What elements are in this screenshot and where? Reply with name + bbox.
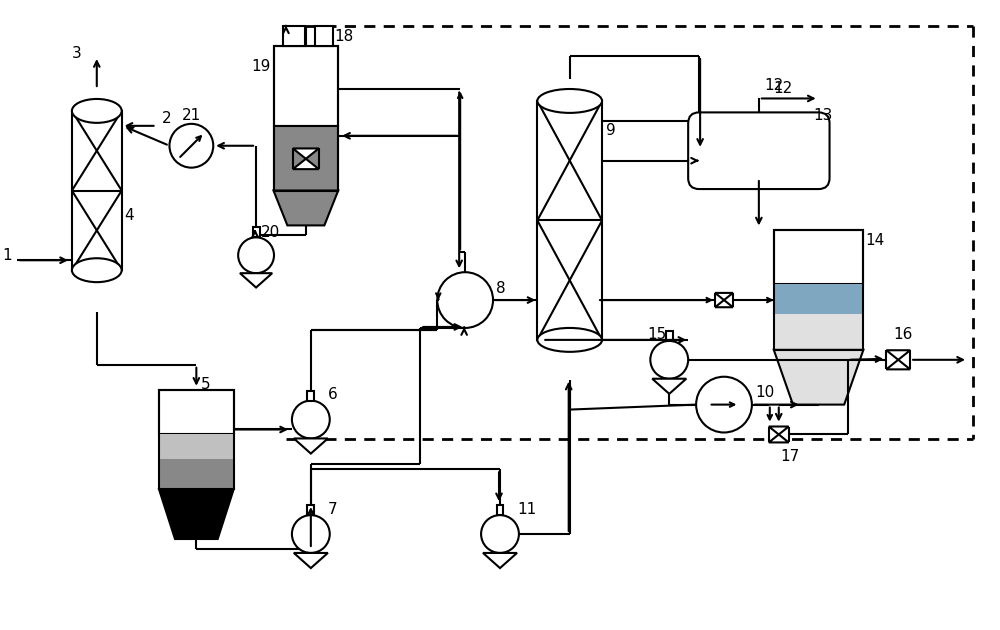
Polygon shape [294, 553, 328, 568]
Text: 15: 15 [647, 328, 667, 343]
Bar [774, 314, 863, 350]
Bar [159, 459, 234, 490]
Polygon shape [483, 553, 517, 568]
Bar [666, 331, 673, 341]
Bar [72, 111, 122, 270]
Text: 9: 9 [606, 123, 616, 139]
Text: 2: 2 [161, 112, 171, 127]
Polygon shape [240, 273, 272, 287]
Text: 5: 5 [201, 377, 211, 392]
Polygon shape [769, 427, 789, 435]
Bar [774, 231, 863, 284]
Text: 1: 1 [3, 248, 12, 263]
Text: 3: 3 [72, 45, 82, 60]
Text: 18: 18 [335, 29, 354, 43]
Text: 12: 12 [774, 81, 793, 96]
Bar [274, 46, 338, 125]
Polygon shape [293, 149, 319, 159]
Bar [274, 125, 338, 190]
Text: 17: 17 [781, 449, 800, 464]
Text: 13: 13 [814, 108, 833, 123]
Polygon shape [715, 300, 733, 307]
Polygon shape [159, 490, 234, 539]
Circle shape [481, 515, 519, 553]
Circle shape [238, 238, 274, 273]
Ellipse shape [72, 258, 122, 282]
Text: 20: 20 [261, 225, 280, 240]
Ellipse shape [537, 89, 602, 113]
Bar [253, 227, 260, 238]
Text: 8: 8 [496, 280, 506, 295]
Circle shape [292, 515, 330, 553]
Text: 11: 11 [517, 501, 536, 517]
Polygon shape [293, 159, 319, 169]
Bar [307, 391, 314, 401]
Bar [274, 46, 338, 190]
Polygon shape [274, 190, 338, 226]
Text: 21: 21 [181, 108, 201, 123]
Bar [283, 26, 305, 46]
Text: 16: 16 [893, 328, 913, 343]
Circle shape [169, 124, 213, 168]
Text: 4: 4 [125, 208, 134, 223]
Bar [774, 284, 863, 314]
Bar [159, 435, 234, 459]
Polygon shape [294, 438, 328, 454]
Polygon shape [652, 379, 686, 394]
Circle shape [437, 272, 493, 328]
Text: 7: 7 [328, 501, 337, 517]
Bar [497, 505, 503, 515]
Text: 12: 12 [764, 78, 783, 93]
Bar [307, 505, 314, 515]
Text: 6: 6 [328, 387, 338, 402]
Circle shape [292, 401, 330, 438]
Bar [159, 390, 234, 435]
Polygon shape [886, 350, 910, 360]
Text: 10: 10 [755, 385, 774, 400]
Ellipse shape [537, 328, 602, 352]
Bar [774, 231, 863, 350]
Bar [537, 101, 602, 340]
Polygon shape [769, 435, 789, 442]
Polygon shape [774, 350, 863, 404]
Bar [315, 26, 333, 46]
FancyBboxPatch shape [688, 112, 830, 189]
Polygon shape [715, 293, 733, 300]
Circle shape [650, 341, 688, 379]
Ellipse shape [72, 99, 122, 123]
Circle shape [696, 377, 752, 432]
Text: 14: 14 [865, 233, 885, 248]
Polygon shape [886, 360, 910, 369]
Text: 19: 19 [252, 59, 271, 74]
Bar [159, 390, 234, 490]
